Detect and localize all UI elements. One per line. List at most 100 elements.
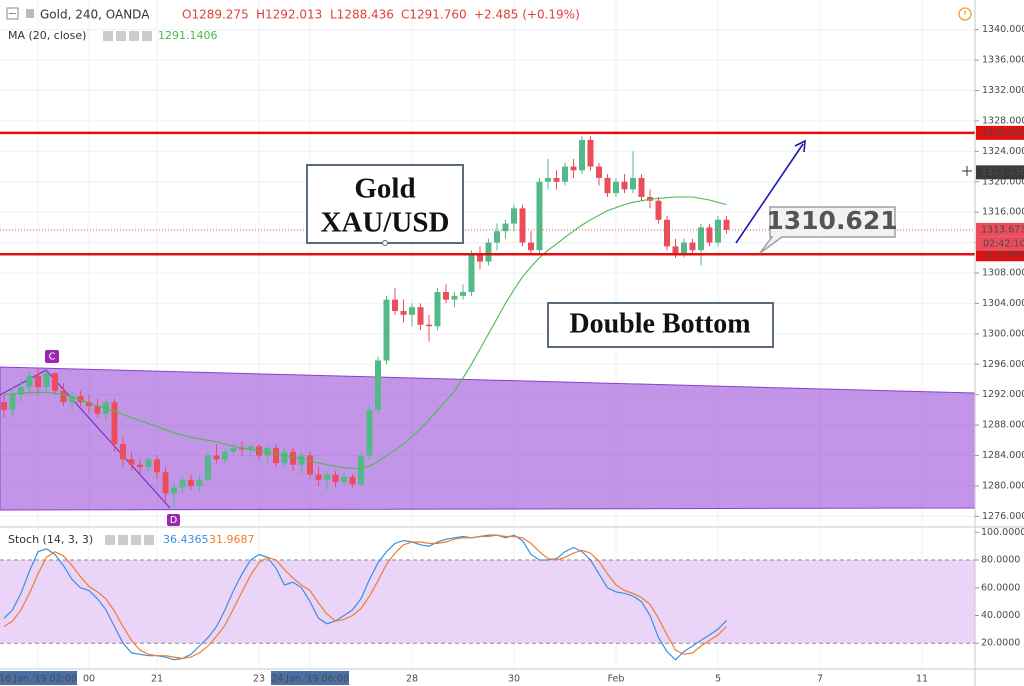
title-box[interactable] (306, 164, 464, 244)
candle-body (128, 459, 135, 465)
point-d: D (170, 515, 177, 526)
candle-body (443, 292, 449, 300)
y-tick-label: 40.0000 (981, 610, 1020, 621)
candle-body (468, 253, 475, 293)
candle-body (570, 166, 577, 171)
candle-body (179, 479, 186, 488)
time-highlight (0, 671, 77, 685)
candle-body (26, 375, 33, 388)
alert-icon[interactable] (958, 7, 972, 21)
callout[interactable] (759, 206, 896, 254)
last-price-tag (976, 222, 1024, 237)
x-tick-label: 23 (253, 674, 265, 685)
btn[interactable] (142, 31, 152, 41)
candle-body (9, 394, 16, 410)
candle-body (18, 387, 24, 395)
candle-body (664, 219, 670, 247)
candle-body (1, 402, 7, 410)
stoch-k-value: 36.4365 (163, 533, 209, 546)
candle-body (587, 139, 594, 167)
ma-legend-title: MA (20, close) (8, 29, 86, 42)
candle-body (324, 474, 330, 480)
y-tick-label: 1288.000 (982, 420, 1024, 431)
collapse-icon[interactable] (6, 7, 19, 20)
ohlc-high: H1292.013 (256, 8, 322, 22)
stoch-band (0, 560, 975, 644)
x-tick-label: 5 (715, 674, 721, 685)
candle-body (273, 447, 279, 464)
candle-body (264, 447, 271, 456)
stoch-legend-buttons[interactable] (105, 535, 154, 545)
y-tick-label: 1296.000 (982, 359, 1024, 370)
x-tick-label: 11 (916, 674, 928, 685)
candle-body (69, 396, 75, 403)
candle-body (613, 181, 619, 194)
candle-body (205, 455, 211, 480)
candle-body (655, 200, 662, 220)
candle-body (213, 455, 220, 460)
btn[interactable] (131, 535, 141, 545)
candle-body (698, 227, 704, 251)
candle-body (247, 446, 254, 450)
stoch-band-layer (0, 559, 975, 644)
candle-body (77, 396, 84, 403)
btn[interactable] (118, 535, 128, 545)
title-box-line: Gold (354, 173, 415, 205)
candle-body (596, 166, 602, 178)
candle-body (511, 208, 517, 224)
pattern-box[interactable] (547, 302, 774, 348)
btn[interactable] (144, 535, 154, 545)
candle-body (171, 487, 177, 494)
candle-body (86, 402, 92, 407)
candle-body (400, 311, 407, 315)
candle-body (706, 227, 713, 243)
candle-body (188, 479, 194, 486)
y-tick-label: 1320.000 (982, 176, 1024, 187)
ohlc-change: +2.485 (+0.19%) (474, 8, 580, 22)
candle-body (553, 177, 560, 182)
ma-legend-buttons[interactable] (103, 31, 152, 41)
y-tick-label: 60.0000 (981, 582, 1020, 593)
candle-body (477, 253, 483, 262)
ohlc-low: L1288.436 (330, 8, 394, 22)
x-tick-label: 00 (83, 674, 95, 685)
x-tick-label: 21 (151, 674, 163, 685)
ohlc-close: C1291.760 (401, 8, 467, 22)
y-tick-label: 1336.000 (982, 55, 1024, 66)
candle-body (315, 474, 322, 480)
candle-body (375, 360, 381, 410)
candle-body (120, 444, 126, 460)
y-tick-label: 1304.000 (982, 298, 1024, 309)
btn[interactable] (103, 31, 113, 41)
point-c: C (49, 352, 56, 363)
candle-body (409, 307, 415, 315)
stoch-line (3, 534, 727, 660)
candle-body (111, 402, 118, 445)
btn[interactable] (129, 31, 139, 41)
y-tick-label: 1300.000 (982, 328, 1024, 339)
point-c-box (45, 350, 59, 363)
candle-body (485, 242, 492, 262)
arrow[interactable] (735, 143, 804, 244)
axis-layer: 1340.000 1336.000 1332.000 1328.000 1324.000… (0, 24, 1024, 685)
candle-body (60, 390, 67, 403)
candle-body (52, 373, 58, 391)
price-line-label: 1326.427 (981, 127, 1024, 138)
stoch-legend-title: Stoch (14, 3, 3) (8, 533, 93, 546)
candle-body (562, 166, 568, 182)
btn[interactable] (105, 535, 115, 545)
ma-legend-value: 1291.1406 (158, 29, 218, 42)
candle-body (239, 447, 245, 450)
candle-body (307, 455, 313, 475)
candle-body (434, 292, 441, 327)
candle-body (689, 242, 696, 251)
candle-body (417, 307, 424, 325)
candle-body (715, 219, 721, 243)
candle-body (230, 447, 237, 452)
candle-body (43, 373, 50, 388)
point-d-box (167, 514, 180, 526)
btn[interactable] (116, 31, 126, 41)
symbol-title: Gold, 240, OANDA (40, 8, 150, 22)
